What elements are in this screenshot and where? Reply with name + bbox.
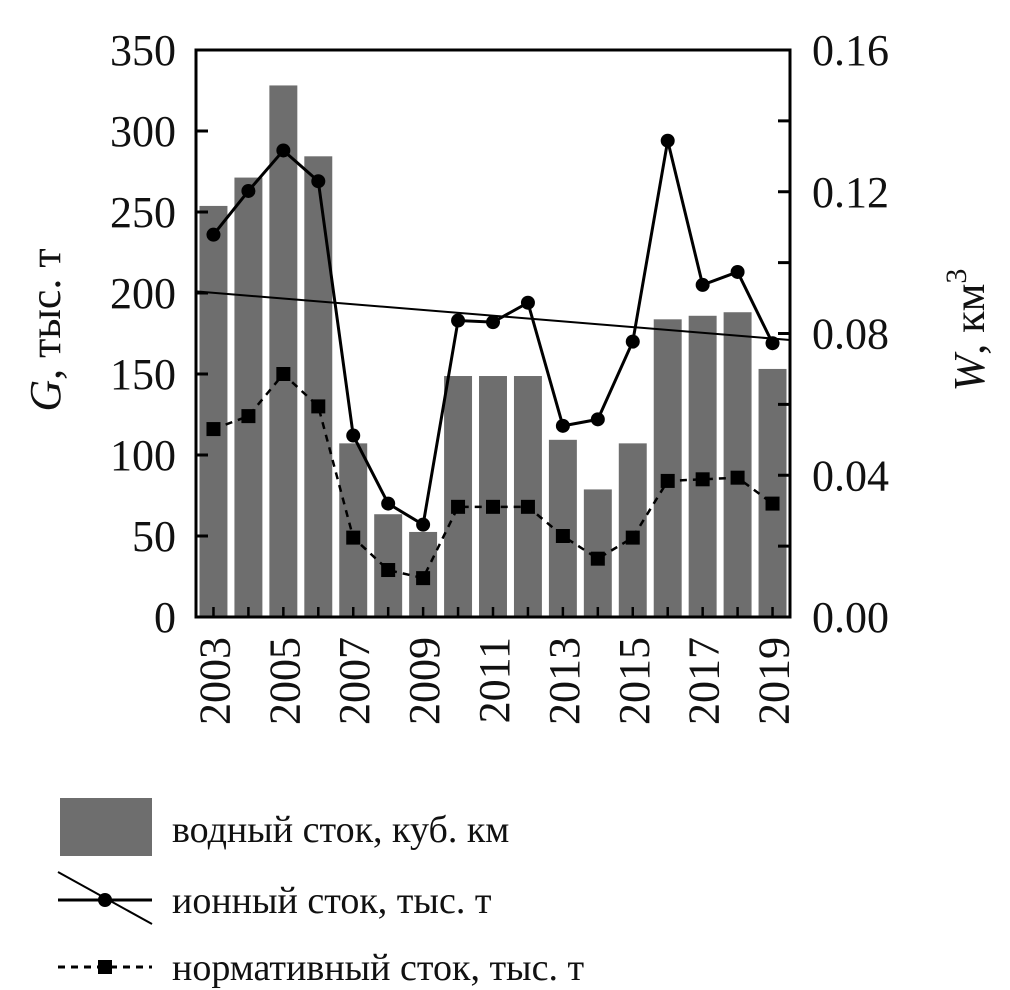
bar-2006 [304, 156, 333, 617]
right-tick-label: 0.08 [812, 310, 889, 359]
bars-layer [199, 85, 787, 618]
left-tick-label: 300 [110, 107, 176, 156]
ion-point-2005 [276, 143, 291, 158]
bar-2018 [723, 312, 752, 617]
axes-layer: 0 50 100 150 200 250 300 350 0.00 0.04 0.08 0.12 0.1… [110, 26, 889, 725]
x-tick-label: 2017 [680, 637, 729, 725]
left-axis-title: G, тыс. т [21, 248, 70, 411]
normative-point-2011 [486, 499, 500, 514]
ion-point-2008 [381, 496, 396, 511]
ion-point-2004 [241, 183, 256, 198]
bar-2005 [269, 85, 298, 617]
normative-point-2014 [590, 551, 605, 566]
normative-point-2012 [520, 499, 535, 514]
right-axis-title: W, км3 [940, 269, 994, 392]
x-tick-label: 2003 [190, 637, 239, 725]
bar-2013 [548, 439, 577, 617]
bar-2012 [513, 376, 542, 617]
ion-point-2016 [660, 133, 675, 148]
right-tick-label: 0.00 [812, 593, 889, 642]
ion-point-2003 [206, 227, 221, 242]
right-tick-label: 0.12 [812, 168, 889, 217]
normative-point-2013 [555, 529, 570, 543]
left-tick-label: 250 [110, 188, 176, 237]
legend-swatch-marker [98, 893, 112, 907]
legend-swatch-bar [60, 798, 152, 856]
ion-point-2011 [486, 315, 500, 330]
ion-point-2017 [695, 277, 710, 292]
ion-point-2009 [416, 517, 431, 532]
x-tick-label: 2011 [470, 637, 519, 723]
normative-point-2006 [311, 399, 326, 414]
ion-point-2015 [625, 334, 640, 349]
bar-2017 [688, 315, 717, 617]
bar-2010 [444, 376, 473, 617]
x-tick-label: 2019 [750, 637, 799, 725]
left-tick-label: 50 [132, 512, 176, 561]
x-tick-label: 2013 [540, 637, 589, 725]
x-tick-label: 2007 [330, 637, 379, 725]
normative-point-2016 [660, 473, 675, 488]
ion-point-2006 [311, 174, 326, 189]
normative-point-2005 [276, 367, 291, 381]
right-tick-label: 0.04 [812, 451, 889, 500]
legend: водный сток, куб. км ионный сток, тыс. т… [57, 798, 584, 989]
left-tick-label: 200 [110, 269, 176, 318]
ion-point-2007 [346, 428, 361, 443]
legend-label-ion: ионный сток, тыс. т [172, 880, 492, 922]
legend-label-normative: нормативный сток, тыс. т [172, 947, 584, 989]
x-tick-label: 2005 [260, 637, 309, 725]
legend-swatch-square [98, 960, 112, 974]
left-tick-label: 350 [110, 26, 176, 75]
normative-point-2009 [416, 571, 431, 586]
normative-point-2008 [381, 563, 396, 578]
normative-point-2015 [625, 530, 640, 545]
bar-2004 [234, 177, 263, 617]
left-tick-label: 150 [110, 350, 176, 399]
bar-2019 [758, 368, 787, 617]
x-tick-label: 2009 [400, 637, 449, 725]
ion-point-2013 [555, 418, 570, 433]
ion-point-2010 [451, 313, 466, 328]
left-tick-label: 0 [154, 593, 176, 642]
bar-2015 [618, 443, 647, 617]
normative-point-2003 [206, 422, 221, 437]
ion-point-2018 [730, 264, 745, 279]
normative-point-2019 [765, 496, 780, 511]
normative-point-2004 [241, 409, 256, 424]
legend-label-water: водный сток, куб. км [172, 809, 509, 851]
bar-2016 [653, 319, 682, 617]
normative-point-2017 [695, 472, 710, 487]
normative-point-2018 [730, 470, 745, 485]
normative-point-2007 [346, 530, 361, 545]
left-tick-label: 100 [110, 431, 176, 480]
bar-2011 [479, 376, 507, 617]
normative-point-2010 [451, 499, 466, 514]
bar-2007 [339, 443, 368, 617]
right-tick-label: 0.16 [812, 26, 889, 75]
ion-runoff-layer [206, 133, 780, 532]
bar-2003 [199, 205, 228, 618]
ion-point-2014 [590, 412, 605, 427]
x-tick-label: 2015 [610, 637, 659, 725]
ion-point-2019 [765, 336, 780, 351]
normative-runoff-layer [206, 367, 780, 586]
ion-point-2012 [520, 295, 535, 310]
